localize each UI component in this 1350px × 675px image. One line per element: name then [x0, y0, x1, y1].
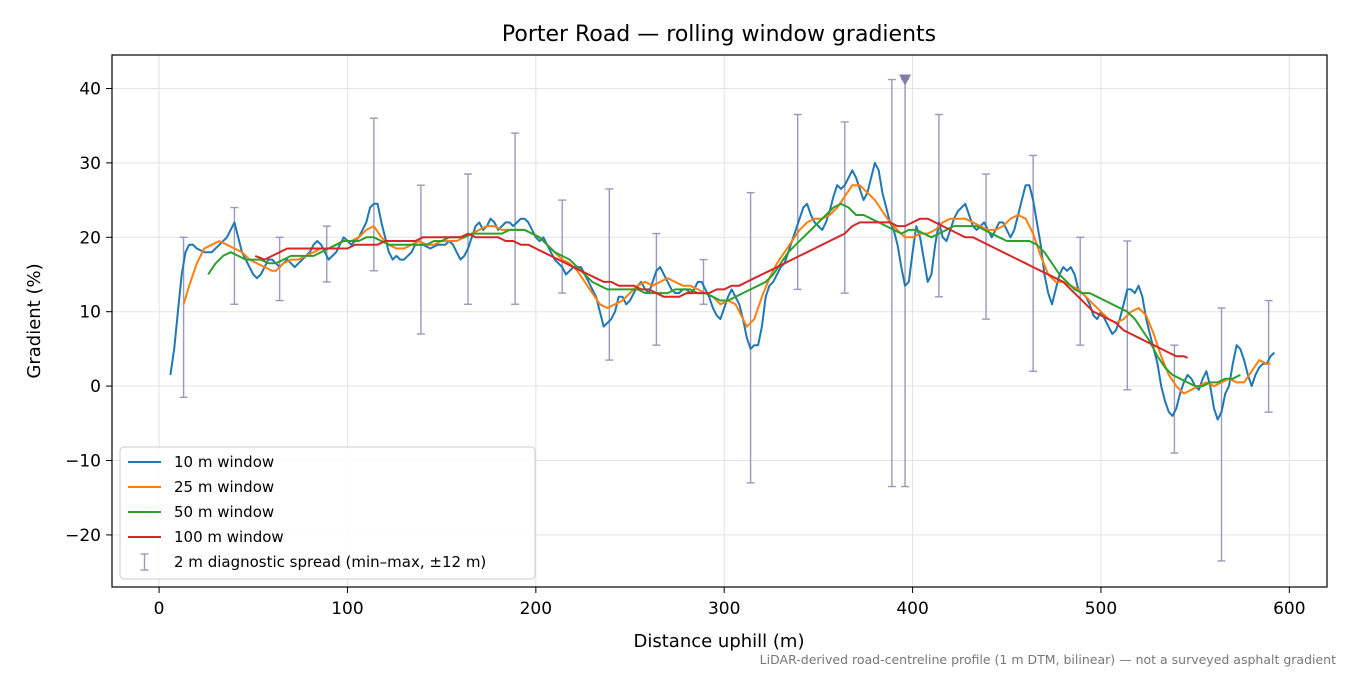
- x-tick-label: 200: [520, 599, 552, 619]
- x-axis-title: Distance uphill (m): [634, 631, 805, 652]
- legend-entry: 25 m window: [128, 478, 274, 496]
- errorbar: [511, 132, 520, 305]
- errorbar: [934, 113, 943, 298]
- errorbar: [1217, 307, 1226, 562]
- y-tick-label: 30: [79, 154, 101, 174]
- errorbar: [275, 236, 284, 302]
- legend-entry: 50 m window: [128, 503, 274, 521]
- footnote: LiDAR-derived road-centreline profile (1…: [760, 652, 1336, 667]
- legend-label: 25 m window: [174, 478, 274, 496]
- errorbar: [1170, 344, 1179, 454]
- errorbars: [179, 78, 1273, 562]
- errorbar: [982, 173, 991, 320]
- x-tick-label: 300: [708, 599, 740, 619]
- y-tick-label: 10: [79, 303, 101, 323]
- legend-box: [119, 446, 536, 580]
- legend-entry: 100 m window: [128, 528, 284, 546]
- marker-layer: [899, 74, 912, 86]
- x-tick-label: 400: [896, 599, 928, 619]
- errorbar: [699, 258, 708, 305]
- legend-entry: 10 m window: [128, 453, 274, 471]
- legend: 10 m window 25 m window 50 m window 100 m w…: [119, 446, 536, 580]
- y-tick-label: 20: [79, 228, 101, 248]
- errorbar: [793, 113, 802, 291]
- series-line-4: [254, 217, 1188, 359]
- legend-label: 100 m window: [174, 528, 284, 546]
- y-tick-label: −20: [65, 526, 101, 546]
- y-tick-label: 0: [90, 377, 101, 397]
- series-line-3: [207, 202, 1241, 388]
- plot-frame: [111, 54, 1328, 588]
- y-axis-title: Gradient (%): [24, 263, 45, 378]
- x-tick-label: 500: [1085, 599, 1117, 619]
- x-tick-label: 600: [1273, 599, 1305, 619]
- legend-entries: 10 m window 25 m window 50 m window 100 m w…: [128, 453, 486, 571]
- errorbar: [840, 121, 849, 294]
- errorbar: [558, 199, 567, 294]
- errorbar: [1264, 299, 1273, 413]
- axis-ticks: 0 100 200 300 400 500 600 −20 −10 0 10 20 30 40: [65, 79, 1305, 619]
- legend-label: 50 m window: [174, 503, 274, 521]
- errorbar: [887, 78, 896, 488]
- errorbar: [746, 191, 755, 484]
- series-lines: [169, 161, 1275, 421]
- errorbar: [652, 232, 661, 346]
- peak-marker-icon: [899, 74, 912, 86]
- errorbar: [464, 173, 473, 305]
- legend-entry: 2 m diagnostic spread (min–max, ±12 m): [140, 553, 486, 571]
- legend-label: 10 m window: [174, 453, 274, 471]
- chart-title: Porter Road — rolling window gradients: [502, 22, 936, 47]
- errorbar: [1029, 154, 1038, 372]
- series-line-1: [169, 161, 1275, 421]
- y-tick-label: 40: [79, 79, 101, 99]
- y-tick-label: −10: [65, 452, 101, 472]
- legend-label: 2 m diagnostic spread (min–max, ±12 m): [174, 553, 486, 571]
- x-tick-label: 0: [154, 599, 165, 619]
- errorbar: [416, 184, 425, 335]
- x-tick-label: 100: [331, 599, 363, 619]
- errorbar: [605, 188, 614, 361]
